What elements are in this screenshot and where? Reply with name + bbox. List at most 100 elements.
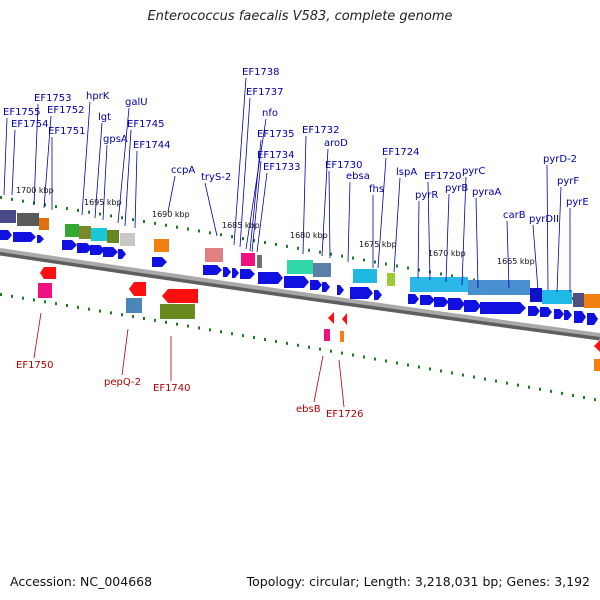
gene-block [107, 230, 119, 243]
forward-label-leader [81, 101, 91, 216]
scale-tick [407, 363, 409, 367]
gene-block [340, 331, 344, 342]
forward-gene-label: fhs [369, 184, 384, 195]
accession-text: Accession: NC_004668 [10, 574, 153, 589]
scale-tick [176, 322, 178, 326]
forward-label-leader [94, 122, 103, 219]
scale-tick [121, 313, 123, 317]
scale-tick [0, 293, 2, 296]
scale-tick [550, 389, 552, 393]
forward-gene-label: aroD [324, 138, 348, 149]
forward-label-leader [124, 129, 132, 227]
scale-tick [154, 221, 156, 225]
gene-block [542, 290, 572, 304]
forward-gene-label: EF1732 [302, 125, 340, 136]
gene-block [205, 248, 223, 262]
scale-tick [33, 298, 35, 302]
scale-tick [561, 391, 563, 395]
forward-gene-label: EF1752 [47, 105, 85, 116]
scale-tick [99, 309, 101, 313]
scale-tick [0, 196, 2, 199]
scale-tick [220, 233, 222, 237]
forward-gene-label: pyrB [445, 183, 468, 194]
reverse-arrow [162, 289, 198, 303]
scale-tick [44, 300, 46, 304]
scale-tick [209, 328, 211, 332]
scale-tick [88, 307, 90, 311]
scale-tick [77, 208, 79, 212]
scale-tick [231, 235, 233, 239]
gene-block [573, 293, 584, 307]
forward-label-leader [427, 181, 431, 281]
scale-tick [341, 254, 343, 258]
scale-tick [77, 305, 79, 309]
scale-tick [429, 367, 431, 371]
reverse-gene-label: EF1740 [153, 383, 191, 394]
gene-block [257, 255, 262, 268]
reverse-gene-label: EF1726 [326, 409, 364, 420]
scale-tick [187, 227, 189, 231]
reverse-gene-label: ebsB [296, 404, 321, 415]
scale-tick [286, 244, 288, 248]
gene-block [160, 304, 195, 319]
scale-tick [539, 387, 541, 391]
scale-tick [44, 203, 46, 207]
gene-block [530, 288, 542, 302]
gene-block [594, 359, 600, 371]
forward-label-leader [532, 224, 539, 291]
forward-label-leader [393, 177, 401, 273]
scale-tick [506, 381, 508, 385]
forward-label-leader [134, 150, 138, 229]
reverse-gene-label: EF1750 [16, 360, 54, 371]
reverse-arrow [129, 282, 146, 296]
forward-label-leader [233, 77, 247, 246]
reverse-arrow [328, 312, 334, 324]
gene-block [353, 269, 377, 283]
scale-tick [451, 274, 453, 278]
scale-tick [121, 216, 123, 220]
scale-tick [297, 343, 299, 347]
forward-label-leader [461, 176, 467, 286]
forward-label-leader [43, 115, 52, 209]
scale-tick [330, 349, 332, 353]
scale-tick [319, 347, 321, 351]
reverse-label-leader [338, 359, 345, 408]
gene-block [287, 260, 313, 274]
gene-block [91, 228, 107, 241]
scale-tick [363, 355, 365, 359]
scale-tick [132, 218, 134, 222]
scale-tick [374, 357, 376, 361]
reverse-arrow [40, 267, 56, 279]
forward-gene-label: EF1724 [382, 147, 420, 158]
scale-tick [55, 302, 57, 306]
scale-tick [198, 229, 200, 233]
scale-tick [231, 332, 233, 336]
forward-label-leader [328, 170, 331, 259]
forward-label-leader [11, 129, 16, 196]
scale-tick [22, 296, 24, 300]
forward-label-leader [204, 182, 218, 237]
scale-tick [308, 248, 310, 252]
forward-gene-label: pyrF [557, 176, 579, 187]
scale-tick [572, 393, 574, 397]
gene-block [39, 218, 49, 230]
forward-gene-label: EF1751 [48, 126, 86, 137]
scale-tick [176, 225, 178, 229]
forward-gene-label: gpsA [103, 134, 128, 145]
scale-tick [275, 242, 277, 246]
forward-label-leader [302, 135, 307, 255]
reverse-label-leader [121, 328, 129, 376]
scale-tick [374, 260, 376, 264]
forward-gene-label: pyrD-2 [543, 154, 577, 165]
scale-tick [528, 385, 530, 389]
kbp-marker-label: 1680 kbp [290, 231, 328, 240]
scale-tick [594, 398, 596, 402]
scale-tick [462, 373, 464, 377]
forward-gene-label: nfo [262, 108, 278, 119]
scale-tick [66, 206, 68, 210]
scale-tick [341, 351, 343, 355]
gene-block [410, 277, 468, 292]
forward-gene-label: pyrE [566, 197, 589, 208]
